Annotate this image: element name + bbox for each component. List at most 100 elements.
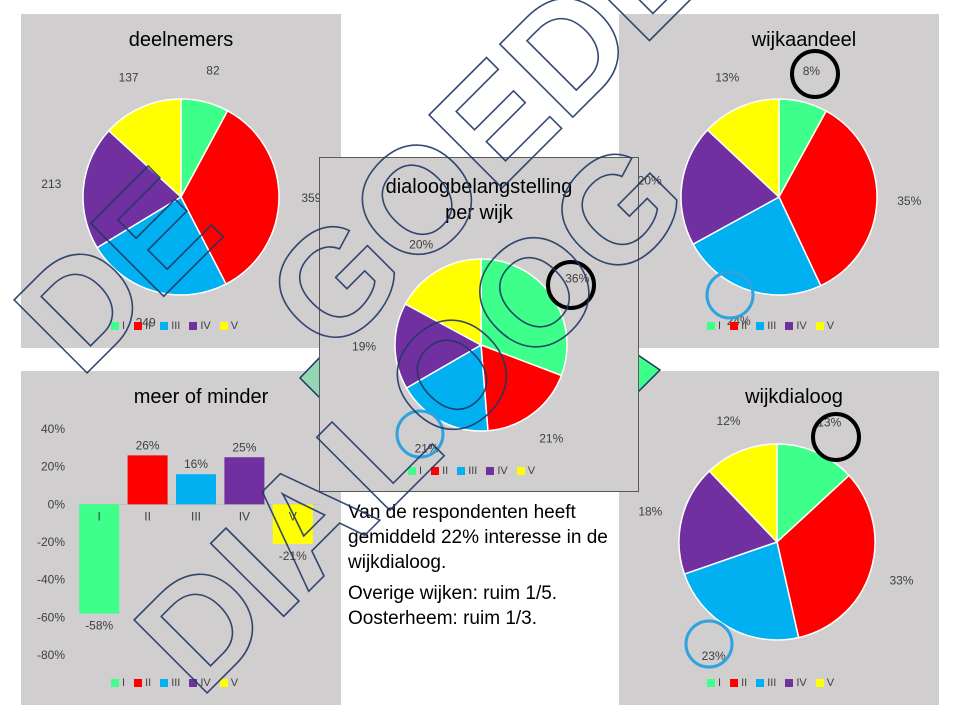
summary-note: Van de respondenten heeft gemiddeld 22% …	[348, 500, 638, 637]
chart-title-wijkaandeel: wijkaandeel	[751, 29, 857, 51]
legend-item-V: V	[815, 320, 834, 332]
legend-item-I: I	[707, 320, 721, 332]
pie-slice-II	[776, 474, 876, 639]
legend-label: V	[230, 320, 239, 332]
data-label-I: 8%	[803, 64, 821, 78]
bar-V	[272, 504, 313, 544]
pie-slice-III	[692, 195, 822, 296]
x-category-label: I	[98, 509, 101, 523]
highlight-circle-wijkdialoog-23	[684, 619, 734, 669]
x-category-label: IV	[239, 509, 250, 523]
chart-title-line-1: dialoogbelangstelling	[385, 176, 573, 198]
legend-swatch	[111, 679, 119, 687]
legend-label: II	[442, 465, 449, 477]
bar-III	[176, 474, 216, 505]
y-tick-label: -80%	[37, 648, 65, 662]
x-category-label: V	[289, 509, 297, 523]
pie-slice-V	[706, 98, 780, 199]
chart-title-deelnemers: deelnemers	[128, 29, 234, 51]
legend-deelnemers: I II III IV V	[111, 320, 247, 332]
pie-slice-III	[683, 541, 800, 641]
pie-slice-II	[778, 110, 878, 287]
legend-item-IV: IV	[785, 320, 807, 332]
legend-item-I: I	[408, 465, 422, 477]
legend-item-III: III	[160, 677, 180, 689]
legend-dialoogbelangstelling: I II III IV V	[408, 465, 544, 477]
note-line-2: Overige wijken: ruim 1/5.	[348, 583, 558, 604]
x-category-label: II	[144, 509, 151, 523]
pie-slice-IV	[394, 302, 483, 390]
legend-label: I	[122, 320, 126, 332]
pie-slice-III	[96, 195, 228, 296]
data-label-V: 12%	[717, 414, 741, 428]
legend-swatch	[785, 322, 794, 330]
panel-deelnemers: deelnemers 82 359 249 213 137 I II III IV V	[21, 14, 341, 348]
y-tick-label: -60%	[37, 610, 65, 624]
data-label-IV: 25%	[232, 440, 256, 454]
y-tick-label: -20%	[37, 535, 65, 549]
legend-item-IV: IV	[486, 465, 508, 477]
legend-label: III	[767, 320, 777, 332]
legend-label: III	[767, 677, 777, 689]
bar-I	[79, 504, 120, 614]
data-label-II: 35%	[897, 194, 921, 208]
data-label-II: 26%	[136, 438, 160, 452]
pie-slice-V	[107, 98, 182, 199]
data-label-IV: 20%	[638, 174, 662, 188]
chart-title-dialoogbelangstelling: dialoogbelangstelling per wijk	[320, 174, 638, 226]
legend-swatch	[516, 467, 525, 475]
legend-label: I	[718, 677, 722, 689]
legend-swatch	[219, 322, 228, 330]
legend-swatch	[431, 467, 440, 475]
legend-label: V	[826, 677, 835, 689]
legend-meer-of-minder: I II III IV V	[111, 677, 247, 689]
legend-label: III	[171, 320, 181, 332]
legend-label: V	[230, 677, 239, 689]
panel-dialoogbelangstelling: dialoogbelangstelling per wijk 36% 21% 21%…	[319, 157, 639, 492]
pie-chart-wijkaandeel: 8%35%24%20%13%	[638, 64, 922, 328]
note-line-1: Van de respondenten heeft gemiddeld 22% …	[348, 502, 608, 573]
legend-item-II: II	[431, 465, 448, 477]
legend-swatch	[730, 322, 739, 330]
legend-label: III	[171, 677, 181, 689]
legend-label: I	[122, 677, 126, 689]
legend-swatch	[707, 679, 715, 687]
legend-item-I: I	[707, 677, 721, 689]
y-tick-label: -40%	[37, 573, 65, 587]
legend-item-III: III	[756, 320, 776, 332]
legend-swatch	[457, 467, 466, 475]
legend-label: IV	[796, 677, 807, 689]
legend-item-IV: IV	[189, 320, 211, 332]
data-label-IV: 19%	[352, 340, 376, 354]
legend-label: II	[741, 320, 748, 332]
pie-slice-V	[404, 258, 482, 347]
pie-slice-III	[405, 343, 489, 432]
y-tick-label: 0%	[48, 497, 66, 511]
legend-swatch	[160, 679, 169, 687]
bar-IV	[224, 457, 265, 505]
legend-item-III: III	[756, 677, 776, 689]
x-category-label: III	[191, 509, 201, 523]
chart-title-wijkdialoog: wijkdialoog	[745, 386, 843, 408]
legend-label: I	[419, 465, 423, 477]
legend-swatch	[189, 679, 198, 687]
legend-swatch	[756, 322, 765, 330]
data-label-II: 33%	[889, 574, 913, 588]
legend-swatch	[785, 679, 794, 687]
data-label-V: 137	[119, 71, 139, 85]
highlight-circle-wijkdialoog-13	[811, 412, 861, 462]
data-label-I: -58%	[85, 619, 113, 633]
legend-item-V: V	[516, 465, 536, 477]
legend-label: II	[145, 677, 152, 689]
legend-swatch	[486, 467, 495, 475]
legend-item-V: V	[219, 320, 239, 332]
highlight-circle-dialoog-36	[546, 260, 596, 310]
legend-label: I	[718, 320, 722, 332]
panel-wijkdialoog: wijkdialoog 13% 33% 23% 18% 12% I II III IV V	[619, 371, 939, 705]
pie-slice-IV	[678, 470, 779, 576]
bar-II	[127, 455, 168, 505]
pie-slice-IV	[82, 129, 183, 249]
legend-label: V	[527, 465, 536, 477]
